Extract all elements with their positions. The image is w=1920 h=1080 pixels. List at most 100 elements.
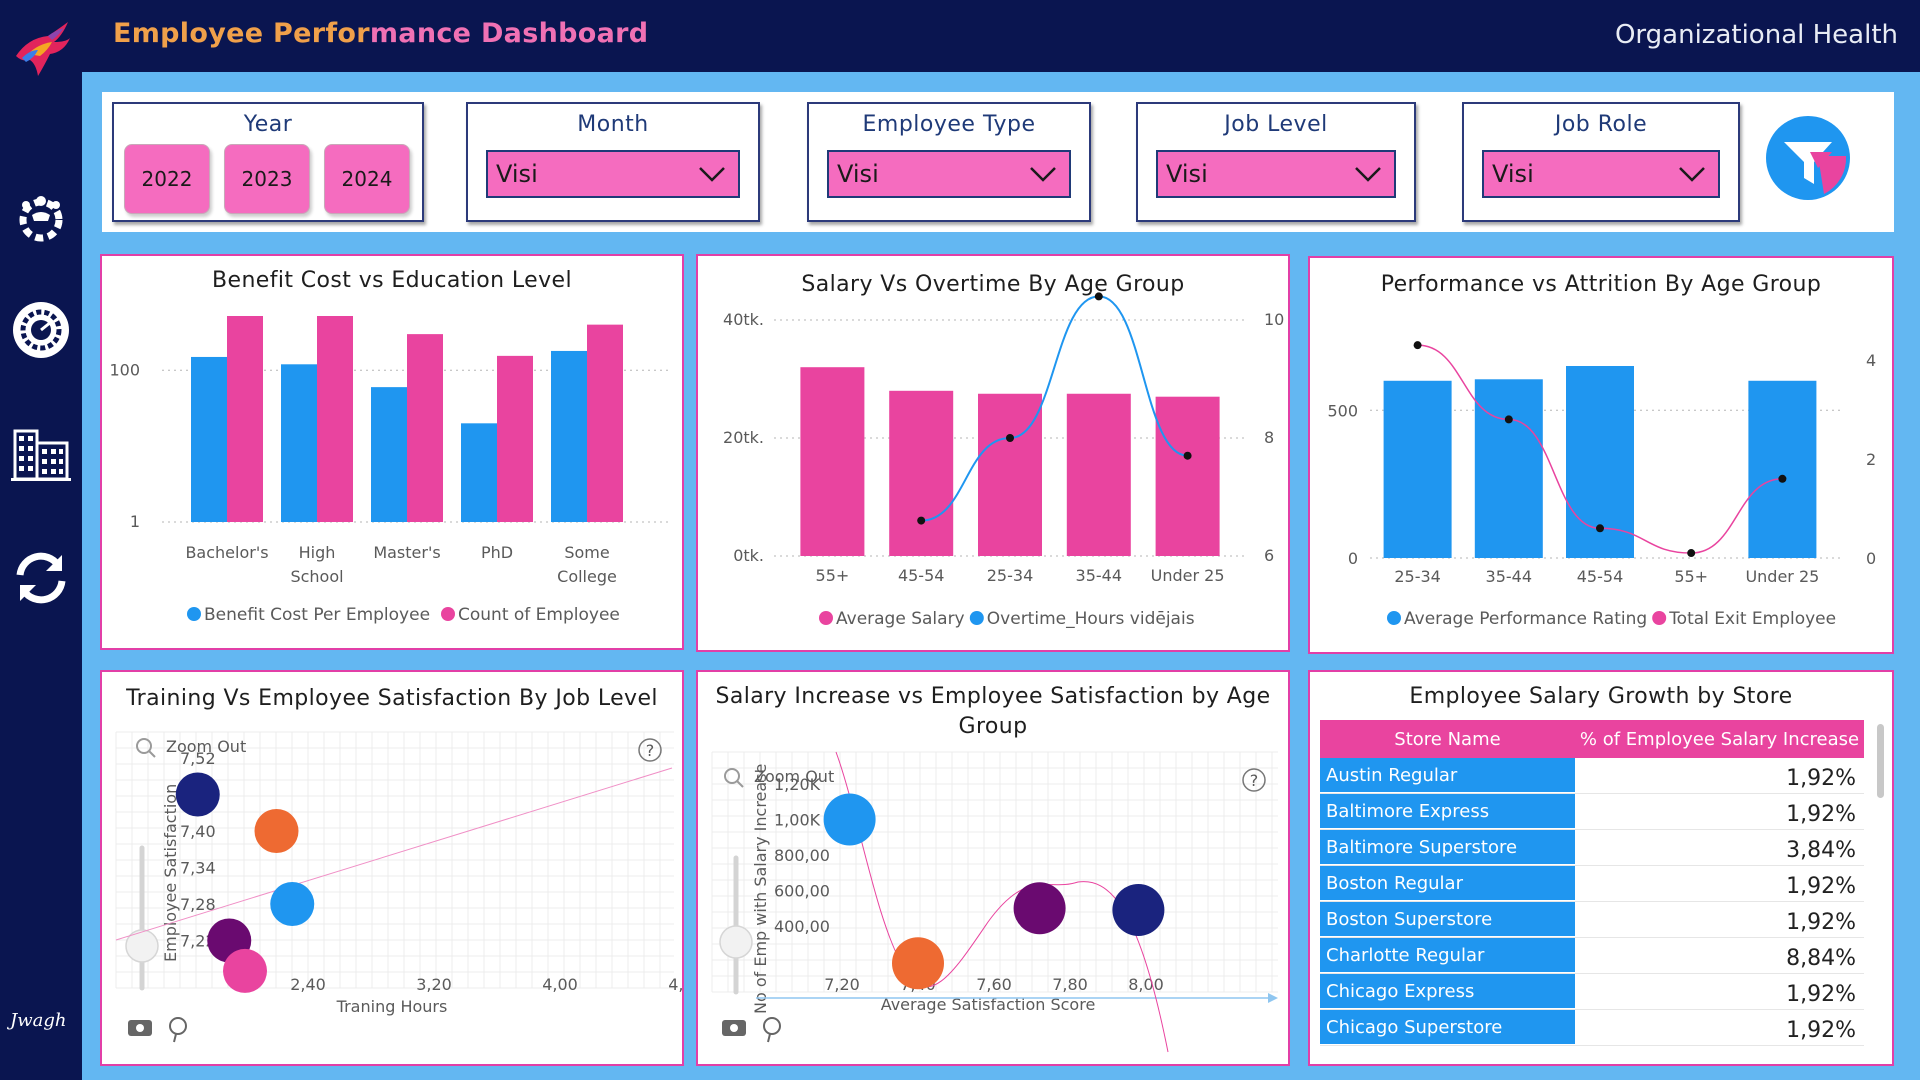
clear-filters-button[interactable] <box>1762 112 1862 212</box>
app-title-part2: Perfor <box>273 18 370 49</box>
bar <box>281 364 317 522</box>
speedometer-icon[interactable] <box>0 298 82 362</box>
bar <box>551 350 587 522</box>
table-row[interactable]: Baltimore Superstore 3,84% <box>1320 830 1864 866</box>
salary-increase-chart[interactable]: Zoom Out ? 1,20K 1,00K 800,00 600,00 400,00 7,2… <box>698 672 1288 1064</box>
zoom-slider-knob <box>125 929 159 963</box>
year-option-2023[interactable]: 2023 <box>224 144 310 214</box>
y-tick-label: 100 <box>109 360 140 379</box>
data-point <box>1183 451 1192 460</box>
y2-tick-label: 6 <box>1264 546 1274 565</box>
training-satisfaction-panel: Training Vs Employee Satisfaction By Job… <box>100 670 684 1066</box>
salary-increase-cell: 1,92% <box>1786 910 1856 935</box>
table-row[interactable]: Boston Regular 1,92% <box>1320 866 1864 902</box>
y-tick-label: 600,00 <box>774 882 830 901</box>
column-header-store[interactable]: Store Name <box>1394 728 1501 750</box>
phoenix-logo-icon[interactable] <box>0 14 82 84</box>
table-scrollbar[interactable] <box>1877 724 1884 798</box>
legend-marker <box>1387 611 1401 625</box>
table-row[interactable]: Charlotte Regular 8,84% <box>1320 938 1864 974</box>
y2-tick-label: 8 <box>1264 428 1274 447</box>
help-icon: ? <box>646 741 655 760</box>
x-tick-label: 7,20 <box>824 975 860 994</box>
team-gear-icon[interactable] <box>0 184 82 248</box>
store-name-cell: Boston Superstore <box>1320 902 1575 937</box>
legend-marker <box>441 607 455 621</box>
table-row[interactable]: Baltimore Express 1,92% <box>1320 794 1864 830</box>
buildings-icon[interactable] <box>0 420 82 484</box>
bar <box>587 324 623 522</box>
help-icon: ? <box>1250 771 1259 790</box>
x-tick-label: 35-44 <box>1486 567 1533 586</box>
bar <box>978 393 1042 556</box>
bar <box>1474 379 1543 558</box>
training-satisfaction-chart[interactable]: Zoom Out?7,527,467,407,347,287,222,403,2… <box>102 672 682 1064</box>
x-axis-label: Traning Hours <box>336 997 448 1016</box>
table-row[interactable]: Boston Superstore 1,92% <box>1320 902 1864 938</box>
x-tick-label: Under 25 <box>1745 567 1819 586</box>
year-slicer-title: Year <box>243 112 293 137</box>
zoom-out-icon <box>724 768 740 784</box>
data-point <box>1596 524 1604 533</box>
chevron-down-icon <box>1679 167 1705 182</box>
y-tick-label: 1,20K <box>774 775 821 794</box>
scatter-point <box>254 809 299 853</box>
app-title-part1: Employee <box>113 18 274 49</box>
y-tick-label: 20tk. <box>723 428 764 447</box>
column-header-increase[interactable]: % of Employee Salary Increase <box>1579 728 1860 750</box>
x-tick-label: School <box>290 567 343 586</box>
table-row[interactable]: Chicago Express 1,92% <box>1320 974 1864 1010</box>
month-dropdown[interactable]: Visi <box>486 150 740 198</box>
year-option-2022[interactable]: 2022 <box>124 144 210 214</box>
bar <box>461 423 497 522</box>
job-level-dropdown[interactable]: Visi <box>1156 150 1396 198</box>
employee-type-dropdown[interactable]: Visi <box>827 150 1071 198</box>
table-row[interactable]: Austin Regular 1,92% <box>1320 758 1864 794</box>
table-body: Austin Regular 1,92% Baltimore Express 1,92… <box>1320 758 1864 1046</box>
store-name-cell: Chicago Express <box>1320 974 1575 1009</box>
refresh-icon[interactable] <box>0 546 82 610</box>
x-tick-label: 45-54 <box>898 566 945 585</box>
legend-label: Benefit Cost Per Employee <box>204 605 430 625</box>
salary-increase-cell: 1,92% <box>1786 1018 1856 1043</box>
bar <box>191 356 227 522</box>
x-tick-label: Some <box>564 543 609 562</box>
benefit-chart[interactable]: 100 1 Bachelor's High School Master's PhD Some C… <box>102 256 682 648</box>
year-slicer: Year 2022 2023 2024 <box>112 102 424 222</box>
zoom-out-label: Zoom Out <box>166 737 246 756</box>
x-axis-label: Average Satisfaction Score <box>881 995 1096 1014</box>
x-tick-label: 4,80 <box>668 975 682 994</box>
scatter-point <box>1112 884 1165 937</box>
bar <box>800 367 865 556</box>
lasso-icon <box>763 1017 781 1035</box>
salary-overtime-chart[interactable]: 40tk. 20tk. 0tk. 10 8 6 55+ 45-54 25-34 35-44 Unde… <box>698 256 1288 650</box>
y-axis-label: Employee Satisfaction <box>161 784 180 962</box>
zoom-out-label: Zoom Out <box>754 767 834 786</box>
lasso-icon <box>173 1033 177 1043</box>
salary-growth-title: Employee Salary Growth by Store <box>1409 684 1793 709</box>
x-tick-label: 55+ <box>816 566 850 585</box>
job-role-slicer: Job Role Visi <box>1462 102 1740 222</box>
benefit-chart-title: Benefit Cost vs Education Level <box>212 268 572 293</box>
performance-attrition-chart[interactable]: 500 0 4 2 0 25-34 35-44 45-54 55+ Under 25 Average… <box>1310 258 1892 652</box>
x-tick-label: Master's <box>373 543 440 562</box>
data-point <box>1413 341 1422 350</box>
zoom-slider-knob <box>719 925 753 959</box>
table-row[interactable]: Chicago Superstore 1,92% <box>1320 1010 1864 1046</box>
x-tick-label: 35-44 <box>1076 566 1123 585</box>
x-tick-label: PhD <box>481 543 513 562</box>
x-tick-label: 2,40 <box>290 975 326 994</box>
job-role-dropdown[interactable]: Visi <box>1482 150 1720 198</box>
data-point <box>1504 415 1513 424</box>
page-subtitle: Organizational Health <box>1614 20 1898 50</box>
legend-label: Average Salary <box>836 609 965 629</box>
salary-overtime-chart-title: Salary Vs Overtime By Age Group <box>801 272 1185 297</box>
y-tick-label: 0tk. <box>733 546 764 565</box>
store-name-cell: Baltimore Express <box>1320 794 1575 829</box>
year-option-2024[interactable]: 2024 <box>324 144 410 214</box>
x-tick-label: 7,80 <box>1052 975 1088 994</box>
data-point <box>1687 549 1696 558</box>
y-tick-label: 400,00 <box>774 917 830 936</box>
y2-tick-label: 2 <box>1866 450 1876 469</box>
x-axis-arrow <box>1268 993 1278 1003</box>
